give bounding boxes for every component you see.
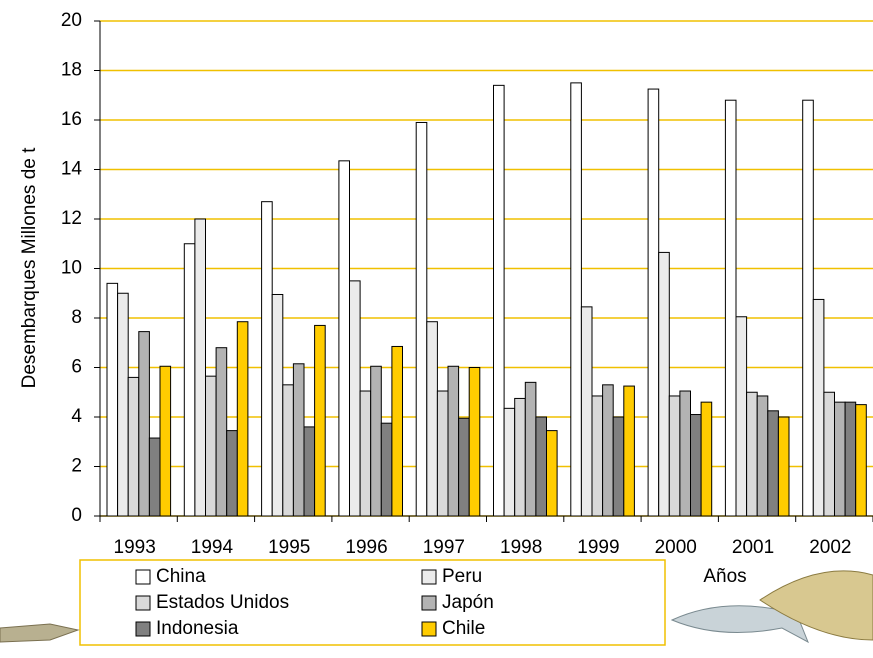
bar <box>359 390 372 517</box>
bar <box>612 416 625 517</box>
bar <box>205 375 217 517</box>
x-tick-label: 1995 <box>268 537 310 558</box>
bar <box>503 407 516 517</box>
y-tick-label: 2 <box>71 456 82 477</box>
bar <box>292 363 305 517</box>
bar <box>546 430 558 517</box>
bar <box>282 384 294 517</box>
bar <box>106 282 119 517</box>
legend-label: China <box>156 566 206 587</box>
bar <box>426 321 438 517</box>
bar <box>447 365 460 517</box>
bar <box>658 251 670 517</box>
y-tick-label: 0 <box>71 505 82 526</box>
bar <box>580 306 593 517</box>
bar <box>591 395 604 517</box>
bar <box>314 324 326 517</box>
x-tick-label: 2002 <box>809 537 851 558</box>
bar <box>570 82 582 517</box>
bar <box>724 99 737 517</box>
x-tick-label: 2000 <box>655 537 697 558</box>
bar <box>303 426 316 517</box>
bar <box>183 243 196 517</box>
x-axis-label: Años <box>703 566 746 587</box>
bar <box>148 437 161 517</box>
bar <box>690 414 702 517</box>
legend-swatch <box>421 621 437 637</box>
bar <box>117 292 129 517</box>
bar <box>767 410 779 517</box>
bar <box>514 397 526 517</box>
bar <box>844 401 857 517</box>
bar <box>668 395 681 517</box>
y-tick-label: 14 <box>61 159 83 180</box>
x-tick-label: 1993 <box>114 537 156 558</box>
bar <box>370 365 382 517</box>
bar <box>700 401 713 517</box>
y-tick-label: 4 <box>71 406 82 427</box>
y-tick-label: 10 <box>61 258 82 279</box>
y-tick-label: 16 <box>61 109 82 130</box>
bar <box>602 384 614 517</box>
legend-label: Estados Unidos <box>156 592 289 613</box>
bar <box>647 88 660 517</box>
bar <box>391 345 403 517</box>
x-tick-label: 1999 <box>577 537 619 558</box>
y-tick-label: 12 <box>61 208 82 229</box>
y-tick-label: 6 <box>71 357 82 378</box>
bar <box>468 367 481 517</box>
bar <box>679 390 692 517</box>
bar <box>735 316 748 517</box>
bar <box>812 298 825 517</box>
legend-label: Japón <box>442 592 494 613</box>
bar <box>623 385 635 517</box>
bar <box>802 99 814 517</box>
bar <box>159 365 172 517</box>
bar <box>524 381 537 517</box>
bar <box>855 404 867 517</box>
bar <box>746 391 758 517</box>
y-tick-label: 20 <box>61 10 82 31</box>
bar <box>261 201 273 517</box>
bar <box>415 121 428 517</box>
bar <box>349 280 361 517</box>
bar <box>535 416 548 517</box>
legend-swatch <box>421 569 437 585</box>
bar <box>777 416 790 517</box>
legend-label: Peru <box>442 566 482 587</box>
legend-box <box>79 559 666 646</box>
y-tick-label: 18 <box>61 60 82 81</box>
bar <box>236 321 249 517</box>
bar <box>380 422 393 517</box>
y-axis-label: Desembarques Millones de t <box>19 147 40 389</box>
bar <box>138 331 150 517</box>
bar <box>226 430 238 517</box>
bar <box>338 160 350 517</box>
bar <box>823 391 836 517</box>
fish-decoration <box>0 570 873 644</box>
x-tick-label: 1997 <box>423 537 465 558</box>
x-tick-label: 1994 <box>191 537 234 558</box>
y-tick-label: 8 <box>71 307 82 328</box>
legend-label: Indonesia <box>156 618 239 639</box>
bar <box>127 376 140 517</box>
x-tick-label: 1996 <box>345 537 387 558</box>
x-tick-label: 2001 <box>732 537 774 558</box>
bar <box>194 218 206 517</box>
x-tick-label: 1998 <box>500 537 542 558</box>
bar <box>271 293 284 517</box>
bar <box>756 395 769 517</box>
legend-swatch <box>135 595 151 611</box>
legend-swatch <box>421 595 437 611</box>
bar <box>436 390 449 517</box>
bar <box>834 401 846 517</box>
legend-swatch <box>135 621 151 637</box>
bar <box>493 84 505 517</box>
bar <box>458 417 470 517</box>
bar <box>215 347 228 517</box>
legend-label: Chile <box>442 618 485 639</box>
legend-swatch <box>135 569 151 585</box>
